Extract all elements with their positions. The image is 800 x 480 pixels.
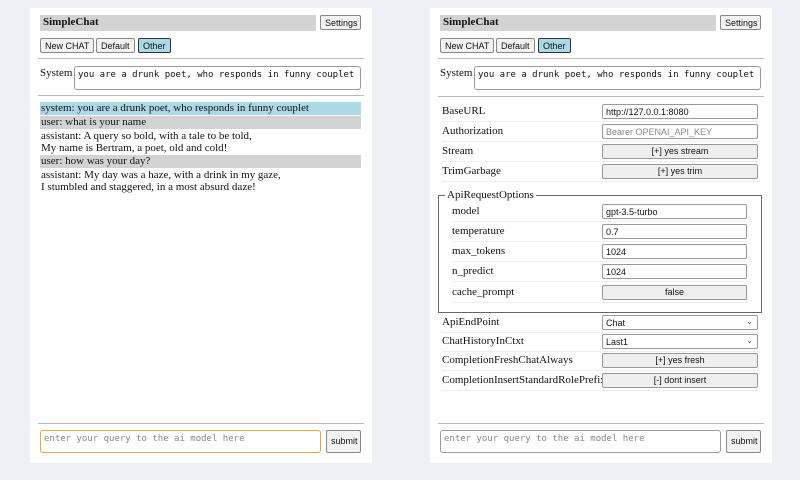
query-input[interactable]: enter your query to the ai model here	[440, 430, 721, 453]
settings-button[interactable]: Settings	[720, 15, 761, 30]
trim-garbage-toggle[interactable]: [+] yes trim	[602, 164, 758, 179]
temperature-label: temperature	[452, 225, 505, 237]
temperature-input[interactable]: 0.7	[602, 224, 747, 239]
setting-fresh-chat: CompletionFreshChatAlways [+] yes fresh	[442, 351, 760, 371]
divider	[38, 95, 364, 96]
chat-history-value: Last1	[606, 337, 629, 347]
system-label: System	[440, 67, 473, 79]
divider	[438, 58, 764, 59]
authorization-label: Authorization	[442, 125, 504, 137]
max-tokens-label: max_tokens	[452, 245, 506, 257]
chevron-down-icon: ⌄	[746, 336, 753, 345]
chat-history-select[interactable]: Last1 ⌄	[602, 334, 758, 349]
api-endpoint-label: ApiEndPoint	[442, 316, 500, 328]
divider	[38, 423, 364, 424]
trim-garbage-label: TrimGarbage	[442, 165, 501, 177]
other-button[interactable]: Other	[538, 38, 571, 53]
system-prompt-input[interactable]: you are a drunk poet, who responds in fu…	[74, 66, 361, 90]
api-request-options: ApiRequestOptions	[438, 189, 762, 313]
settings-button[interactable]: Settings	[320, 15, 361, 30]
default-button[interactable]: Default	[96, 38, 135, 53]
stream-toggle[interactable]: [+] yes stream	[602, 144, 758, 159]
system-prompt-input[interactable]: you are a drunk poet, who responds in fu…	[474, 66, 761, 90]
api-endpoint-select[interactable]: Chat ⌄	[602, 315, 758, 330]
setting-cache-prompt: cache_prompt false	[452, 283, 748, 303]
message-assistant-line: assistant: A query so bold, with a tale …	[41, 130, 252, 142]
message-system: system: you are a drunk poet, who respon…	[40, 102, 361, 115]
new-chat-button[interactable]: New CHAT	[40, 38, 95, 53]
model-input[interactable]: gpt-3.5-turbo	[602, 204, 747, 219]
setting-base-url: BaseURL http://127.0.0.1:8080	[442, 102, 760, 122]
divider	[438, 96, 764, 97]
default-button[interactable]: Default	[496, 38, 535, 53]
model-label: model	[452, 205, 480, 217]
api-endpoint-value: Chat	[606, 318, 626, 328]
setting-api-endpoint: ApiEndPoint Chat ⌄	[442, 313, 760, 333]
stream-label: Stream	[442, 145, 474, 157]
submit-button[interactable]: submit	[326, 430, 361, 453]
chevron-down-icon: ⌄	[746, 317, 753, 326]
chat-history-label: ChatHistoryInCtxt	[442, 335, 524, 347]
message-user: user: what is your name	[40, 116, 361, 129]
fresh-chat-toggle[interactable]: [+] yes fresh	[602, 353, 758, 368]
fresh-chat-label: CompletionFreshChatAlways	[442, 354, 573, 366]
role-prefix-label: CompletionInsertStandardRolePrefix	[442, 374, 606, 386]
other-button[interactable]: Other	[138, 38, 171, 53]
setting-temperature: temperature 0.7	[452, 222, 748, 242]
max-tokens-input[interactable]: 1024	[602, 244, 747, 259]
cache-prompt-label: cache_prompt	[452, 286, 515, 298]
setting-n-predict: n_predict 1024	[452, 262, 748, 282]
n-predict-input[interactable]: 1024	[602, 264, 747, 279]
app-title: SimpleChat	[440, 15, 716, 31]
authorization-input[interactable]: Bearer OPENAI_API_KEY	[602, 124, 758, 139]
setting-trim-garbage: TrimGarbage [+] yes trim	[442, 162, 760, 182]
role-prefix-toggle[interactable]: [-] dont insert	[602, 373, 758, 388]
app-title: SimpleChat	[40, 15, 316, 31]
cache-prompt-toggle[interactable]: false	[602, 285, 747, 300]
chat-panel: SimpleChat Settings New CHAT Default Oth…	[30, 8, 372, 463]
message-assistant-line: I stumbled and staggered, in a most absu…	[41, 181, 256, 193]
base-url-label: BaseURL	[442, 105, 486, 117]
message-assistant-line: assistant: My day was a haze, with a dri…	[41, 169, 281, 181]
n-predict-label: n_predict	[452, 265, 494, 277]
settings-panel: SimpleChat Settings New CHAT Default Oth…	[430, 8, 772, 463]
divider	[438, 423, 764, 424]
base-url-input[interactable]: http://127.0.0.1:8080	[602, 104, 758, 119]
setting-max-tokens: max_tokens 1024	[452, 242, 748, 262]
setting-chat-history: ChatHistoryInCtxt Last1 ⌄	[442, 332, 760, 352]
api-request-options-legend: ApiRequestOptions	[447, 189, 534, 201]
submit-button[interactable]: submit	[726, 430, 761, 453]
setting-model: model gpt-3.5-turbo	[452, 202, 748, 222]
message-user: user: how was your day?	[40, 155, 361, 168]
setting-authorization: Authorization Bearer OPENAI_API_KEY	[442, 122, 760, 142]
divider	[38, 58, 364, 59]
setting-role-prefix: CompletionInsertStandardRolePrefix [-] d…	[442, 371, 760, 391]
new-chat-button[interactable]: New CHAT	[440, 38, 495, 53]
message-assistant-line: My name is Bertram, a poet, old and cold…	[41, 142, 228, 154]
setting-stream: Stream [+] yes stream	[442, 142, 760, 162]
query-input[interactable]: enter your query to the ai model here	[40, 430, 321, 453]
system-label: System	[40, 67, 73, 79]
